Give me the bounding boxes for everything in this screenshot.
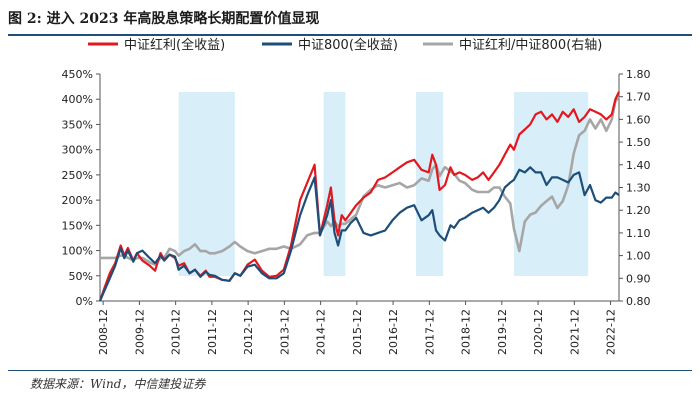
y-right-tick-label: 1.60 — [626, 113, 651, 126]
shaded-period-1 — [178, 92, 235, 276]
y-right-tick-label: 0.90 — [626, 272, 651, 285]
x-tick-label: 2010-12 — [170, 309, 183, 355]
y-right-tick-label: 1.10 — [626, 227, 651, 240]
y-right-tick-label: 1.70 — [626, 91, 651, 104]
shaded-period-4 — [513, 92, 589, 276]
line-chart: 0% 50% 100% 150% 200% 250% 300% 350% 400% 450% 0.8… — [62, 37, 651, 355]
legend-label: 中证红利(全收益) — [124, 37, 225, 53]
x-tick-label: 2020-12 — [532, 309, 545, 355]
x-tick-label: 2022-12 — [605, 309, 618, 355]
series-line-csi-800 — [98, 166, 620, 302]
chart-axes: 0% 50% 100% 150% 200% 250% 300% 350% 400% 450% 0.8… — [62, 68, 651, 355]
y-left-tick-label: 400% — [62, 93, 93, 106]
chart-legend: 中证红利(全收益) 中证800(全收益) 中证红利/中证800(右轴) — [88, 37, 602, 53]
x-tick-label: 2014-12 — [315, 309, 328, 355]
y-left-tick-label: 350% — [62, 118, 93, 131]
y-left-tick-label: 200% — [62, 194, 93, 207]
data-source-note: 数据来源：Wind，中信建投证券 — [30, 377, 206, 391]
x-tick-label: 2011-12 — [206, 309, 219, 355]
y-right-tick-label: 1.30 — [626, 182, 651, 195]
x-tick-label: 2019-12 — [496, 309, 509, 355]
x-tick-label: 2008-12 — [97, 309, 110, 355]
figure-title-bar: 图 2: 进入 2023 年高股息策略长期配置价值显现 — [8, 6, 692, 36]
series-line-ratio — [100, 95, 621, 266]
y-left-tick-label: 150% — [62, 219, 93, 232]
source-divider — [8, 370, 692, 371]
x-tick-label: 2021-12 — [568, 309, 581, 355]
y-left-tick-label: 100% — [62, 245, 93, 258]
figure-title: 图 2: 进入 2023 年高股息策略长期配置价值显现 — [8, 11, 320, 27]
x-tick-label: 2016-12 — [387, 309, 400, 355]
y-right-tick-label: 1.20 — [626, 204, 651, 217]
y-right-tick-label: 1.50 — [626, 136, 651, 149]
x-tick-label: 2018-12 — [460, 309, 473, 355]
x-tick-label: 2017-12 — [423, 309, 436, 355]
shaded-periods — [178, 92, 589, 276]
legend-label: 中证800(全收益) — [298, 37, 398, 53]
y-left-tick-label: 300% — [62, 144, 93, 157]
y-left-tick-label: 50% — [69, 270, 93, 283]
title-divider — [8, 34, 692, 36]
x-tick-label: 2009-12 — [133, 309, 146, 355]
x-tick-label: 2012-12 — [242, 309, 255, 355]
shaded-period-2 — [323, 92, 346, 276]
y-right-tick-label: 1.40 — [626, 159, 651, 172]
y-left-tick-label: 450% — [62, 68, 93, 81]
legend-label: 中证红利/中证800(右轴) — [459, 37, 602, 53]
y-right-tick-label: 1.80 — [626, 68, 651, 81]
y-right-tick-label: 1.00 — [626, 250, 651, 263]
x-tick-label: 2013-12 — [278, 309, 291, 355]
y-left-tick-label: 0% — [76, 295, 93, 308]
y-right-tick-label: 0.80 — [626, 295, 651, 308]
chart-series — [98, 91, 621, 302]
y-left-tick-label: 250% — [62, 169, 93, 182]
x-tick-label: 2015-12 — [351, 309, 364, 355]
